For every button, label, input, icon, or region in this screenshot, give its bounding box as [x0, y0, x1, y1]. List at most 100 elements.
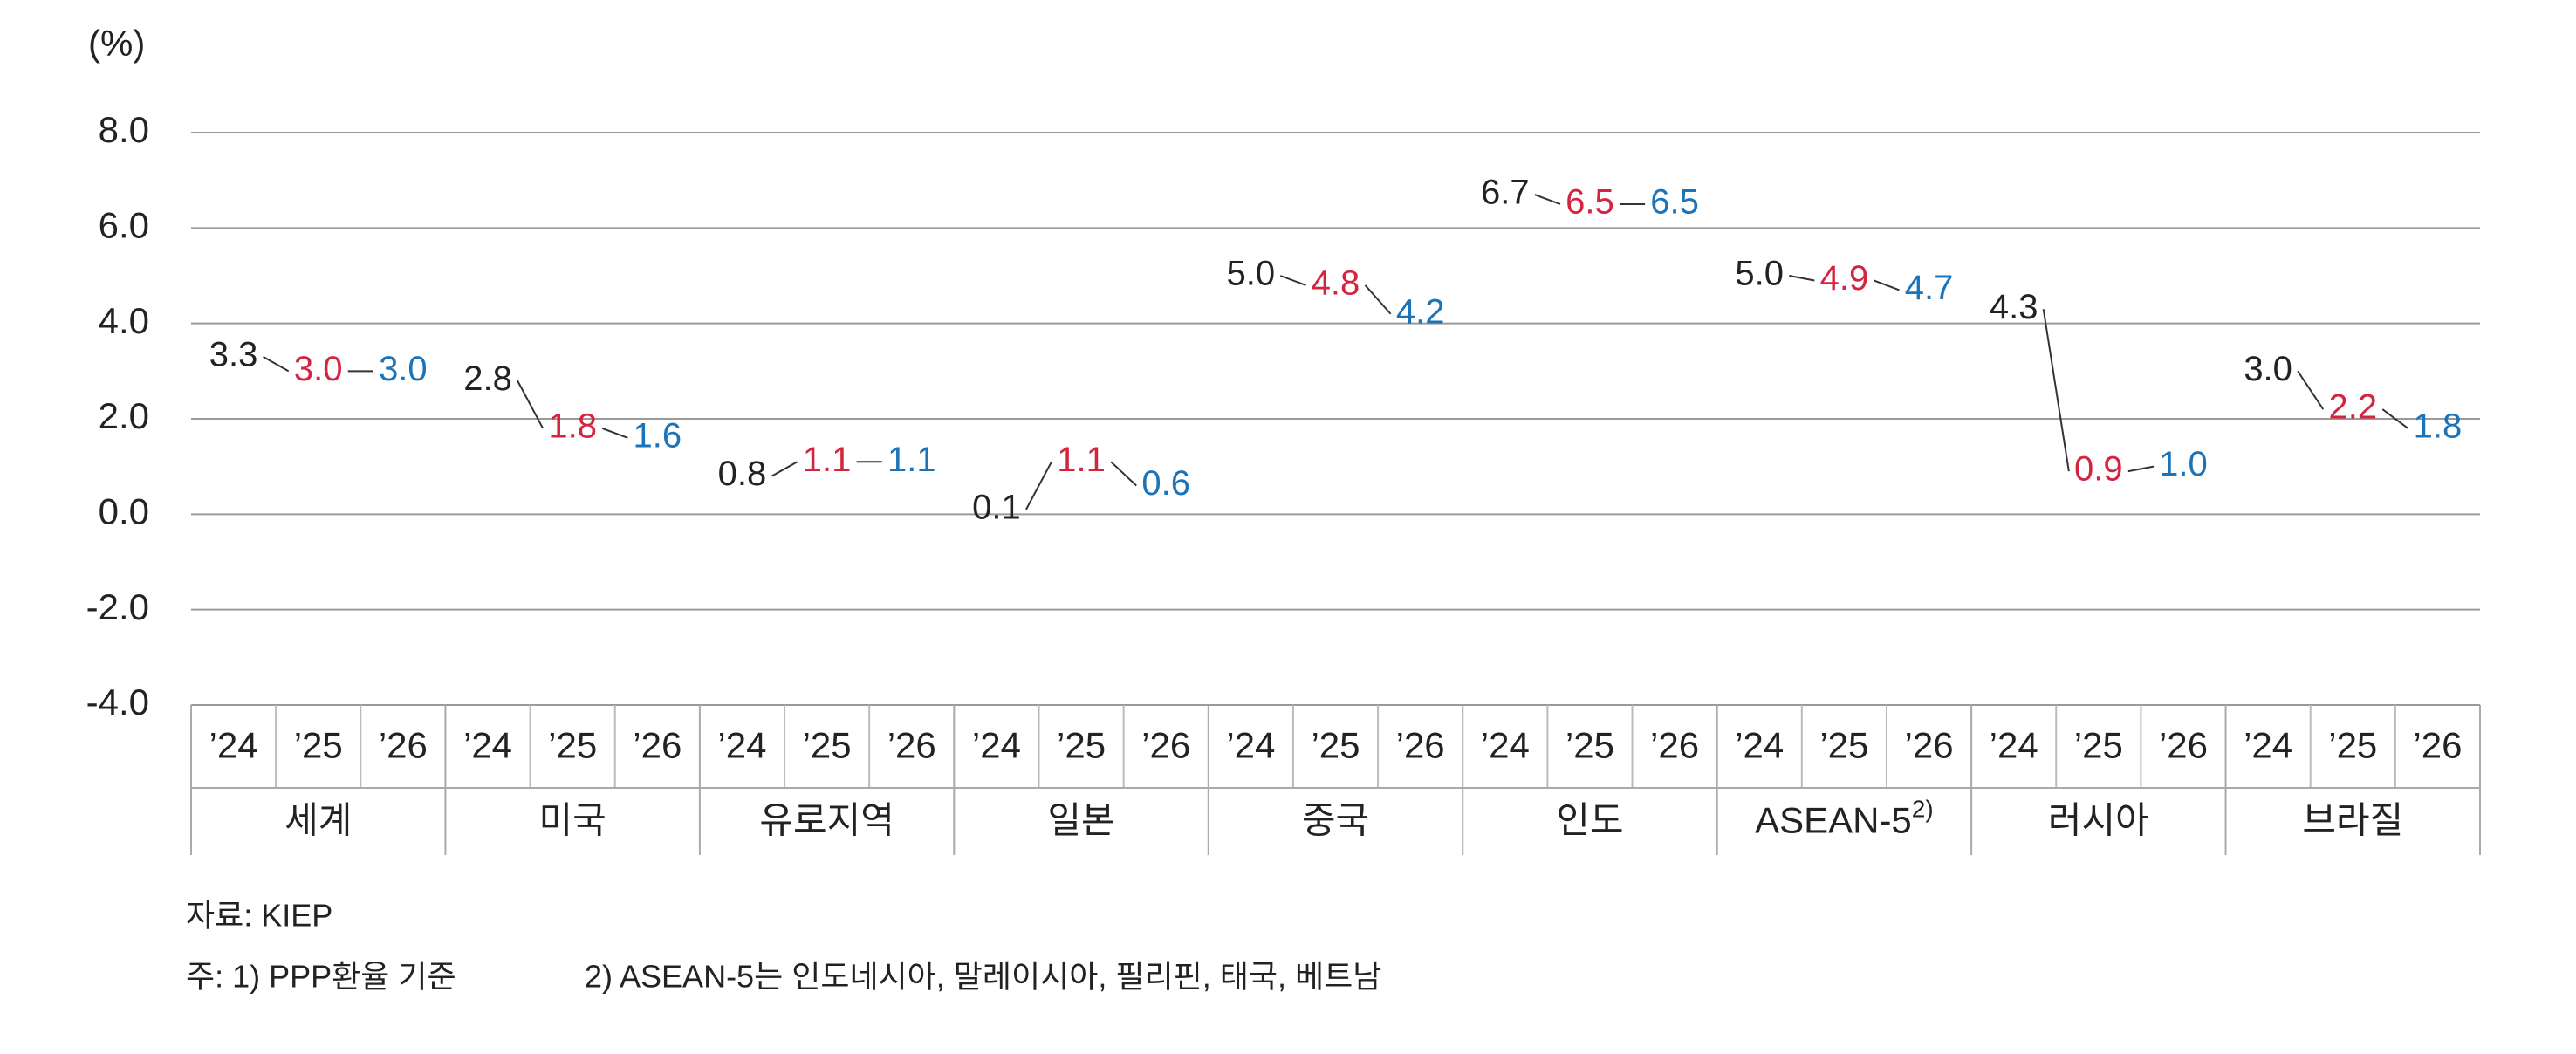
value-label: 1.8 — [548, 407, 597, 445]
value-label: 1.1 — [887, 441, 936, 479]
x-sub-label: ’26 — [633, 725, 682, 766]
value-label: 4.2 — [1396, 292, 1445, 331]
x-sub-label: ’26 — [2413, 725, 2462, 766]
value-label: 1.8 — [2414, 407, 2463, 445]
connector — [1364, 284, 1392, 315]
value-label: 0.1 — [972, 488, 1021, 526]
note: 2) ASEAN-5는 인도네시아, 말레이시아, 필리핀, 태국, 베트남 — [585, 959, 1381, 995]
category-label: 브라질 — [2302, 800, 2403, 841]
value-label: 1.0 — [2159, 445, 2208, 483]
y-tick-label: 2.0 — [99, 395, 149, 436]
value-label: 3.3 — [209, 335, 258, 373]
connector — [2297, 370, 2325, 410]
unit-label: (%) — [88, 23, 145, 64]
connector — [1534, 194, 1561, 205]
x-sub-label: ’26 — [1650, 725, 1699, 766]
value-label: 2.2 — [2328, 388, 2377, 427]
category-text: 미국 — [539, 800, 606, 841]
x-sub-label: ’25 — [1819, 725, 1868, 766]
connector — [2042, 309, 2070, 472]
value-label: 4.8 — [1312, 264, 1360, 302]
category-text: 중국 — [1302, 800, 1369, 841]
x-sub-label: ’26 — [1141, 725, 1190, 766]
category-superscript: 2) — [1912, 796, 1934, 823]
category-label: 중국 — [1302, 800, 1369, 841]
value-label: 6.5 — [1650, 183, 1699, 222]
x-sub-label: ’24 — [972, 725, 1021, 766]
y-tick-label: -2.0 — [86, 586, 149, 627]
category-text: 세계 — [284, 800, 352, 841]
x-sub-label: ’24 — [2244, 725, 2292, 766]
x-sub-label: ’26 — [1396, 725, 1445, 766]
connector — [2127, 465, 2155, 473]
connector — [1789, 275, 1815, 282]
y-tick-label: 8.0 — [99, 109, 149, 150]
connector — [1110, 461, 1137, 487]
value-label: 6.7 — [1481, 174, 1530, 212]
category-text: 인도 — [1556, 800, 1623, 841]
x-sub-label: ’26 — [379, 725, 428, 766]
value-label: 0.6 — [1141, 464, 1190, 503]
value-label: 5.0 — [1735, 255, 1784, 293]
category-label: 세계 — [284, 800, 352, 841]
y-tick-label: 0.0 — [99, 490, 149, 531]
category-label: ASEAN-52) — [1755, 796, 1934, 841]
value-label: 3.0 — [2244, 350, 2292, 388]
x-sub-label: ’25 — [803, 725, 852, 766]
x-sub-label: ’26 — [887, 725, 936, 766]
category-label: 미국 — [539, 800, 606, 841]
x-sub-label: ’24 — [1735, 725, 1784, 766]
connector — [1280, 275, 1306, 286]
value-label: 1.1 — [1057, 441, 1106, 479]
category-label: 일본 — [1047, 800, 1114, 841]
x-sub-label: ’24 — [463, 725, 512, 766]
value-label: 4.9 — [1820, 259, 1869, 298]
x-sub-label: ’25 — [294, 725, 343, 766]
value-label: 4.7 — [1905, 269, 1954, 307]
value-label: 2.8 — [463, 359, 512, 398]
value-label: 0.8 — [718, 455, 767, 493]
x-sub-label: ’25 — [2328, 725, 2377, 766]
value-label: 3.0 — [294, 350, 343, 388]
value-label: 5.0 — [1227, 255, 1276, 293]
x-sub-label: ’24 — [209, 725, 258, 766]
x-sub-label: ’25 — [1057, 725, 1106, 766]
value-label: 6.5 — [1565, 183, 1614, 222]
y-tick-label: -4.0 — [86, 681, 149, 722]
x-sub-label: ’26 — [2159, 725, 2208, 766]
connector — [771, 461, 798, 477]
connector — [1874, 279, 1900, 291]
x-sub-label: ’25 — [2074, 725, 2123, 766]
value-label: 1.1 — [803, 441, 852, 479]
category-text: 일본 — [1047, 800, 1114, 841]
category-label: 인도 — [1556, 800, 1623, 841]
category-label: 러시아 — [2048, 800, 2149, 841]
connector — [1025, 461, 1052, 510]
connector — [2381, 408, 2409, 429]
category-text: 유로지역 — [759, 800, 894, 841]
value-label: 3.0 — [379, 350, 428, 388]
note: 주: 1) PPP환율 기준 — [186, 959, 456, 995]
x-sub-label: ’25 — [548, 725, 597, 766]
value-label: 1.6 — [634, 416, 682, 455]
connector — [517, 380, 545, 429]
connector — [263, 356, 290, 373]
category-text: 브라질 — [2302, 800, 2403, 841]
connector — [601, 427, 628, 439]
x-sub-label: ’24 — [717, 725, 766, 766]
x-sub-label: ’24 — [1481, 725, 1530, 766]
value-label: 4.3 — [1990, 288, 2038, 326]
y-tick-label: 6.0 — [99, 204, 149, 245]
x-sub-label: ’25 — [1311, 725, 1360, 766]
category-text: 러시아 — [2048, 800, 2149, 841]
source: 자료: KIEP — [186, 898, 332, 934]
x-sub-label: ’25 — [1565, 725, 1614, 766]
x-sub-label: ’24 — [1226, 725, 1275, 766]
x-sub-label: ’26 — [1905, 725, 1954, 766]
y-tick-label: 4.0 — [99, 300, 149, 341]
category-label: 유로지역 — [759, 800, 894, 841]
value-label: 0.9 — [2074, 450, 2123, 489]
category-text: ASEAN-5 — [1755, 800, 1912, 841]
x-sub-label: ’24 — [1990, 725, 2038, 766]
